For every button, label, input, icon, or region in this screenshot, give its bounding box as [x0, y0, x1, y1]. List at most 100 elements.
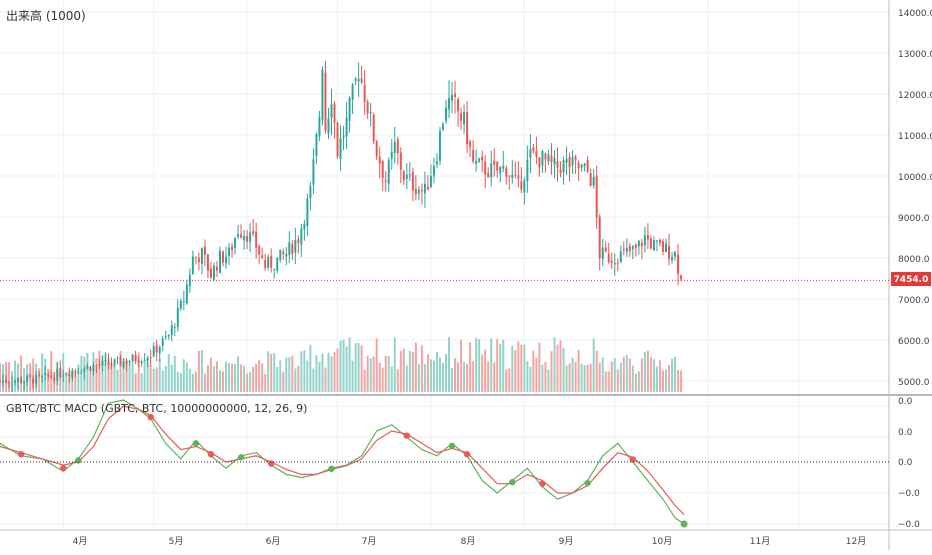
- volume-bar: [439, 357, 441, 392]
- volume-bar: [508, 368, 511, 392]
- macd-tick-label: −0.0: [898, 520, 920, 530]
- candle-body: [20, 378, 23, 383]
- candle-body: [655, 240, 658, 242]
- price-tick-label: 6000.0: [898, 337, 930, 347]
- volume-bar: [399, 350, 402, 392]
- volume-legend[interactable]: 出来高 (1000): [6, 8, 86, 23]
- candle-body: [261, 255, 264, 258]
- volume-bar: [610, 361, 613, 392]
- volume-bar: [463, 361, 466, 392]
- candle-body: [411, 172, 414, 191]
- volume-bar: [231, 363, 234, 392]
- macd-legend[interactable]: GBTC/BTC MACD (GBTC, BTC, 10000000000, 1…: [6, 402, 307, 415]
- candle-body: [291, 244, 294, 254]
- candle-body: [11, 383, 14, 385]
- candle-body: [487, 172, 490, 178]
- candle-body: [0, 380, 1, 382]
- candle-body: [652, 240, 655, 251]
- candle-body: [439, 131, 441, 161]
- candle-body: [8, 382, 11, 384]
- candle-body: [264, 259, 267, 269]
- volume-bar: [668, 365, 670, 392]
- volume-bar: [414, 342, 417, 392]
- volume-bar: [98, 350, 101, 392]
- candle-body: [417, 189, 420, 194]
- volume-bar: [390, 366, 393, 392]
- volume-bar: [255, 364, 258, 392]
- candle-body: [62, 375, 65, 377]
- crossover-marker: [539, 480, 546, 487]
- volume-bar: [402, 348, 405, 392]
- volume-bar: [134, 373, 137, 392]
- volume-bar: [532, 350, 535, 392]
- volume-bar: [381, 367, 384, 392]
- candle-body: [83, 368, 86, 372]
- macd-axis[interactable]: 0.0 0.0 0.0 −0.0 −0.0: [898, 397, 920, 530]
- volume-bar: [442, 362, 444, 392]
- volume-bar: [8, 362, 11, 392]
- volume-bar: [577, 349, 580, 392]
- candle-body: [330, 104, 333, 118]
- volume-bar: [131, 362, 134, 392]
- volume-bar: [246, 373, 249, 392]
- price-axis[interactable]: 14000.0 13000.0 12000.0 11000.0 10000.0 …: [898, 9, 932, 388]
- candle-body: [197, 257, 200, 263]
- candle-body: [237, 234, 240, 237]
- volume-bar: [158, 359, 161, 392]
- candle-body: [490, 163, 493, 178]
- candle-body: [65, 374, 68, 376]
- volume-bar: [514, 350, 517, 392]
- candle-body: [273, 268, 276, 270]
- volume-bar: [475, 337, 478, 392]
- volume-bar: [466, 363, 469, 392]
- candle-body: [448, 98, 450, 110]
- volume-bar: [200, 350, 203, 392]
- volume-bar: [212, 366, 215, 392]
- candle-body: [14, 380, 17, 383]
- candle-body: [71, 370, 74, 378]
- volume-bar: [354, 343, 357, 392]
- volume-bar: [583, 365, 586, 392]
- candle-body: [475, 161, 478, 164]
- volume-bar: [628, 358, 631, 392]
- volume-bar: [149, 364, 152, 392]
- candle-body: [89, 367, 92, 372]
- candle-body: [646, 235, 649, 240]
- volume-bar: [240, 364, 243, 392]
- candle-body: [372, 114, 375, 142]
- candle-body: [586, 160, 589, 172]
- candle-body: [671, 257, 674, 261]
- candle-body: [342, 135, 345, 138]
- candle-body: [321, 69, 324, 121]
- candle-body: [381, 161, 384, 178]
- candle-body: [366, 101, 369, 114]
- candle-body: [472, 149, 475, 162]
- candle-body: [625, 247, 628, 252]
- volume-bar: [258, 360, 261, 392]
- crossover-marker: [403, 432, 411, 439]
- candle-body: [442, 124, 444, 131]
- volume-bar: [384, 355, 387, 392]
- macd-tick-label: 0.0: [898, 428, 913, 438]
- candle-body: [300, 228, 303, 245]
- volume-bar: [457, 362, 460, 392]
- candle-body: [580, 164, 583, 168]
- volume-bar: [324, 367, 327, 392]
- volume-bar: [589, 363, 592, 392]
- candle-body: [333, 103, 336, 123]
- macd-lines: [0, 399, 688, 528]
- volume-bar: [167, 354, 170, 392]
- volume-bar: [303, 350, 306, 392]
- candle-body: [59, 367, 62, 377]
- candle-body: [282, 251, 285, 255]
- candle-body: [677, 254, 680, 274]
- time-axis[interactable]: 4月 5月 6月 7月 8月 9月 10月 11月 12月: [73, 536, 867, 547]
- volume-bar: [478, 339, 481, 392]
- volume-bar: [315, 355, 318, 392]
- volume-bar: [273, 353, 276, 392]
- candle-body: [170, 325, 173, 336]
- volume-bar: [547, 369, 550, 392]
- volume-bar: [505, 369, 508, 392]
